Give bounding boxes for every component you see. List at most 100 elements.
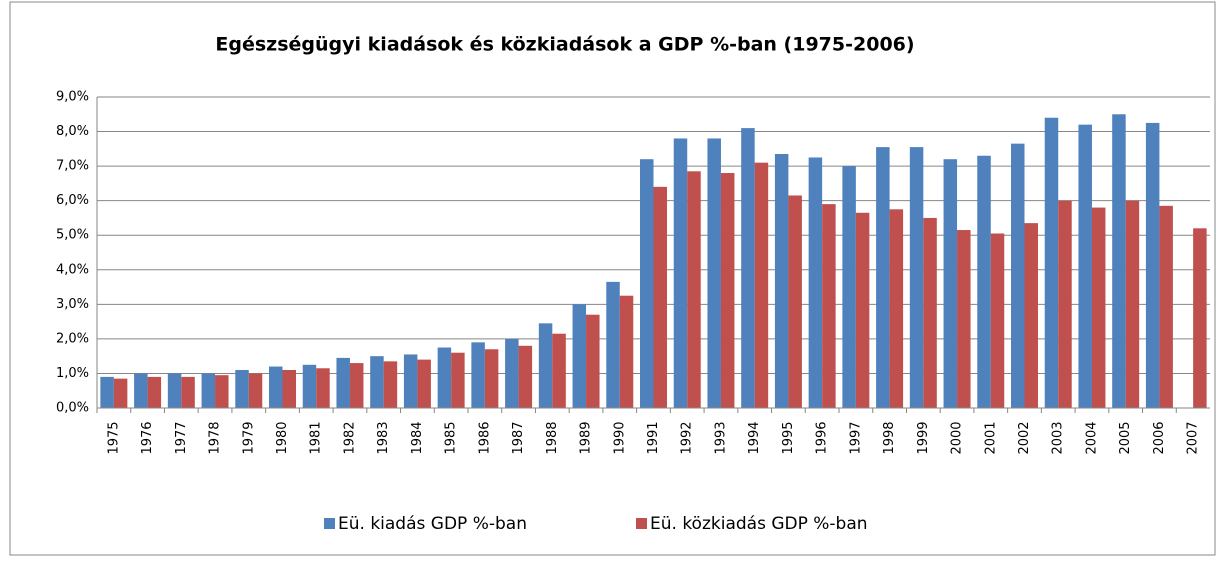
y-tick-label: 3,0% [56, 297, 89, 312]
bar [1145, 122, 1160, 409]
x-tick-label: 1991 [646, 421, 661, 454]
bar [876, 147, 890, 408]
bar [370, 356, 384, 408]
bar [302, 364, 317, 408]
x-tick-label: 1994 [747, 421, 762, 454]
legend-label: Eü. kiadás GDP %-ban [338, 514, 527, 534]
bar [100, 376, 114, 408]
y-tick-label: 0,0% [56, 401, 89, 416]
bar [1011, 143, 1025, 408]
bar [572, 304, 587, 408]
bar [943, 159, 958, 408]
x-tick-label: 1987 [511, 421, 526, 454]
y-tick-label: 5,0% [56, 228, 89, 243]
bar [269, 366, 283, 408]
bar [167, 373, 182, 408]
x-tick-label: 2004 [1084, 421, 1099, 454]
bar [316, 368, 330, 408]
x-tick-label: 1975 [106, 421, 121, 454]
bar [977, 155, 991, 408]
x-tick-label: 1977 [174, 421, 189, 454]
bar [1193, 228, 1207, 408]
x-tick-label: 1981 [309, 421, 324, 454]
bar [957, 230, 971, 408]
bar [1044, 117, 1059, 408]
bar [147, 376, 162, 408]
bar [417, 359, 431, 408]
legend-swatch [636, 518, 647, 529]
bar [754, 162, 769, 408]
x-tick-label: 2000 [950, 421, 965, 454]
bar [640, 159, 654, 408]
bar [619, 295, 634, 408]
y-tick-label: 9,0% [56, 90, 89, 105]
x-tick-label: 1998 [882, 421, 897, 454]
bar [687, 171, 701, 408]
x-tick-label: 1993 [713, 421, 728, 454]
bar [653, 186, 667, 408]
bar [707, 138, 721, 408]
bar [282, 369, 296, 408]
y-tick-label: 6,0% [56, 193, 89, 208]
bar [909, 147, 924, 408]
bar [788, 195, 802, 408]
y-tick-label: 2,0% [56, 331, 89, 346]
bar [1058, 200, 1072, 408]
x-tick-label: 1989 [579, 421, 594, 454]
x-tick-label: 2003 [1051, 421, 1066, 454]
x-tick-label: 2001 [983, 421, 998, 454]
x-tick-label: 1985 [444, 421, 459, 454]
x-tick-label: 1997 [848, 421, 863, 454]
bar [215, 375, 229, 408]
bar [889, 209, 904, 408]
bar [822, 204, 836, 408]
x-tick-label: 1990 [612, 421, 627, 454]
x-tick-label: 1978 [208, 421, 223, 454]
bar [349, 363, 364, 408]
bar [923, 217, 937, 408]
bar [403, 354, 418, 408]
bar [201, 373, 216, 408]
bar [518, 345, 533, 408]
bar [1112, 114, 1126, 409]
x-tick-label: 1996 [815, 421, 830, 454]
chart-title: Egészségügyi kiadások és közkiadások a G… [215, 34, 914, 56]
x-tick-label: 1995 [781, 421, 796, 454]
bar [451, 352, 465, 408]
y-tick-label: 8,0% [56, 124, 89, 139]
x-tick-label: 1984 [410, 421, 425, 454]
bar [235, 369, 249, 408]
y-tick-label: 4,0% [56, 262, 89, 277]
bar [606, 281, 620, 408]
bar [134, 373, 148, 408]
bar [336, 357, 350, 408]
bar [741, 128, 755, 408]
x-tick-label: 1988 [545, 421, 560, 454]
x-tick-label: 1992 [680, 421, 695, 454]
bar [113, 378, 128, 408]
bar [1078, 124, 1092, 409]
bar [808, 157, 823, 408]
x-tick-label: 2007 [1186, 421, 1201, 454]
x-tick-label: 1976 [140, 421, 155, 454]
x-tick-label: 1999 [916, 421, 931, 454]
bar [383, 361, 398, 408]
x-tick-label: 1979 [241, 421, 256, 454]
x-tick-label: 1986 [477, 421, 492, 454]
bar [248, 373, 263, 408]
bar [990, 233, 1005, 408]
legend-label: Eü. közkiadás GDP %-ban [650, 514, 868, 534]
x-tick-label: 2006 [1152, 421, 1167, 454]
bar [505, 338, 519, 408]
legend-swatch [324, 518, 335, 529]
bar [437, 347, 452, 408]
bar [774, 154, 789, 408]
bar [720, 173, 735, 408]
bar [552, 333, 566, 408]
bar [484, 349, 499, 408]
bar [586, 314, 600, 408]
y-tick-label: 7,0% [56, 159, 89, 174]
bar [181, 376, 195, 408]
bar [1159, 205, 1173, 408]
